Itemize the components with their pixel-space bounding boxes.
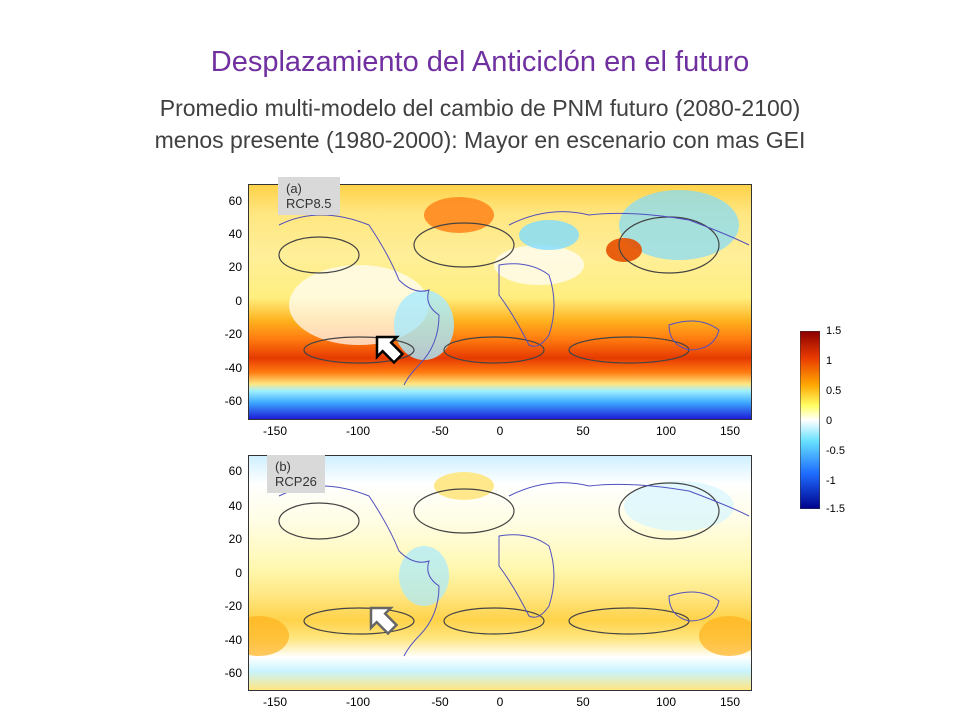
- slide-subtitle: Promedio multi-modelo del cambio de PNM …: [0, 92, 960, 156]
- x-tick: 50: [576, 424, 590, 438]
- coast-australia: [668, 591, 720, 622]
- colorbar: [799, 330, 821, 510]
- x-tick: -100: [345, 424, 371, 438]
- colorbar-tick: -0.5: [826, 445, 845, 457]
- x-tick: -100: [345, 695, 371, 709]
- subtitle-line-2: menos presente (1980-2000): Mayor en esc…: [154, 127, 806, 153]
- panel-label-rcp85: (a) RCP8.5: [278, 177, 340, 215]
- contour-asia: [618, 482, 720, 540]
- x-tick: -50: [431, 424, 449, 438]
- colorbar-tick: -1: [826, 475, 836, 487]
- contour-atl-n: [413, 222, 515, 268]
- x-tick: 0: [496, 424, 504, 438]
- y-tick: 60: [228, 464, 242, 478]
- x-tick: 150: [719, 695, 741, 709]
- anomaly-asia-blue: [624, 481, 734, 531]
- map-rcp85-svg: [249, 185, 751, 419]
- contour-pac-n: [278, 502, 360, 540]
- y-tick: -40: [224, 633, 242, 647]
- contour-pac-s: [303, 336, 415, 364]
- arrow-icon: [369, 606, 399, 636]
- contour-atl-s: [443, 336, 545, 364]
- colorbar-tick: 0: [826, 415, 833, 427]
- anomaly-orange: [699, 616, 751, 656]
- slide-title: Desplazamiento del Anticiclón en el futu…: [210, 46, 750, 78]
- coast-americas: [278, 214, 440, 386]
- contour-pac-s: [303, 607, 415, 635]
- x-tick: 100: [655, 424, 677, 438]
- coast-americas: [278, 485, 440, 657]
- panel-label-rcp26: (b) RCP26: [267, 455, 325, 493]
- map-rcp26: [248, 455, 752, 691]
- x-tick: -50: [431, 695, 449, 709]
- contour-atl-s: [443, 607, 545, 635]
- colorbar-tick: 1: [826, 355, 833, 367]
- anomaly-sa-blue: [394, 290, 454, 360]
- coast-eurasia: [508, 482, 750, 517]
- contour-atl-n: [413, 488, 515, 534]
- x-tick: 0: [496, 695, 504, 709]
- anomaly-atl-yellow: [434, 472, 494, 500]
- y-tick: -60: [224, 394, 242, 408]
- x-tick: 100: [655, 695, 677, 709]
- colorbar-gradient: [799, 330, 821, 510]
- anomaly-blue-3: [519, 220, 579, 250]
- arrow-icon: [375, 335, 405, 365]
- colorbar-tick: 0.5: [826, 385, 842, 397]
- y-tick: -20: [224, 599, 242, 613]
- x-tick: 150: [719, 424, 741, 438]
- colorbar-tick: 1.5: [826, 325, 842, 337]
- anomaly-tibet-red: [606, 238, 642, 262]
- colorbar-tick: -1.5: [826, 503, 845, 515]
- y-tick: 0: [235, 566, 242, 580]
- coast-africa: [498, 263, 555, 347]
- y-tick: -40: [224, 361, 242, 375]
- coast-africa: [498, 534, 555, 618]
- anomaly-orange-2: [249, 616, 289, 656]
- anomaly-asia-blue: [619, 190, 739, 260]
- y-tick: 0: [235, 294, 242, 308]
- y-tick: -20: [224, 327, 242, 341]
- coast-eurasia: [508, 211, 750, 246]
- anomaly-sa-blue: [399, 546, 449, 606]
- anomaly-white-2: [494, 245, 584, 285]
- colorbar-svg: [799, 330, 821, 510]
- coast-australia: [668, 320, 720, 351]
- y-tick: 20: [228, 260, 242, 274]
- map-rcp26-svg: [249, 456, 751, 690]
- y-tick: -60: [224, 666, 242, 680]
- x-tick: -150: [262, 695, 288, 709]
- y-tick: 40: [228, 227, 242, 241]
- contour-pac-n: [278, 236, 360, 274]
- y-tick: 40: [228, 499, 242, 513]
- x-tick: -150: [262, 424, 288, 438]
- y-tick: 60: [228, 194, 242, 208]
- y-tick: 20: [228, 532, 242, 546]
- x-tick: 50: [576, 695, 590, 709]
- subtitle-line-1: Promedio multi-modelo del cambio de PNM …: [159, 95, 801, 121]
- map-rcp85: [248, 184, 752, 420]
